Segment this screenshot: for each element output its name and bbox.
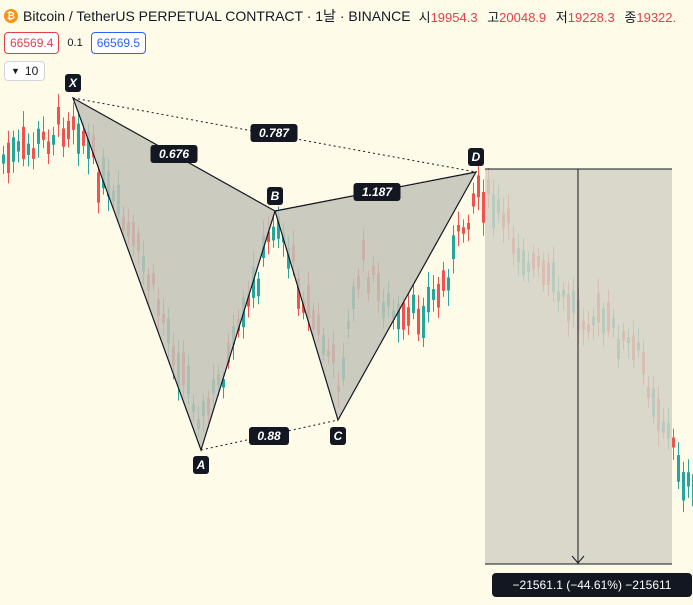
candle [427,286,430,313]
pattern-point-b: B [267,187,283,205]
close-value: 19322. [636,9,677,25]
candle [447,277,450,291]
low-label: 저 [555,9,568,25]
candle [422,305,425,339]
candle [297,278,300,309]
candle [437,283,440,308]
candle [252,267,255,298]
candle [7,142,10,174]
svg-text:0.88: 0.88 [257,429,281,443]
candle [22,126,25,160]
svg-text:D: D [472,150,481,164]
candle [267,231,270,243]
pattern-point-x: X [65,74,81,92]
candle [52,134,55,145]
candle [472,193,475,207]
svg-text:B: B [271,189,280,203]
svg-text:X: X [68,76,78,90]
candle [257,278,260,297]
candle [42,131,45,140]
candle [287,247,290,269]
measure-tool [485,168,672,565]
spread-value: 0.1 [67,37,83,49]
trade-prices: 66569.4 0.1 66569.5 [4,32,147,54]
candle [87,132,90,159]
bitcoin-icon: ₿ [4,9,18,23]
candle [477,175,480,198]
candle [397,303,400,330]
indicators-toggle-button[interactable]: ▼ 10 [4,61,46,81]
candle [17,141,20,152]
candle [412,294,415,314]
candle [672,437,675,448]
candle [462,227,465,234]
pattern-ratio-label: 0.88 [249,427,289,445]
candle [452,235,455,260]
high-value: 20048.9 [499,9,547,25]
xabcd-pattern: X A B C D 0.676 0.787 1.187 0.88 [65,74,484,474]
indicator-count: 10 [24,64,39,78]
measure-arrow-head [571,555,585,564]
candle [62,128,65,147]
symbol-header: ₿ Bitcoin / TetherUS PERPETUAL CONTRACT … [4,6,682,26]
ohlc-readout: 시19954.3 고20048.9 저19228.3 종19322. [419,7,683,26]
candle [47,141,50,154]
candle [57,106,60,125]
symbol-title[interactable]: Bitcoin / TetherUS PERPETUAL CONTRACT · … [23,8,411,24]
candle [432,289,435,300]
candle [12,137,15,162]
svg-text:A: A [196,458,206,472]
pattern-ratio-label: 0.676 [150,145,198,163]
pattern-point-a: A [193,456,209,474]
svg-text:0.787: 0.787 [259,126,290,140]
svg-text:1.187: 1.187 [362,185,393,199]
candle [417,308,420,335]
candle [482,191,485,223]
dotted-line-bd [274,171,477,212]
svg-text:C: C [334,429,343,443]
open-label: 시 [418,9,431,25]
pattern-ratio-label: 1.187 [353,183,401,201]
candle [272,226,275,241]
sell-price-button[interactable]: 66569.4 [4,32,60,54]
measure-label: −21561.1 (−44.61%) −215611 [492,573,692,597]
candle [37,128,40,144]
candle [687,472,690,487]
close-label: 종 [624,9,637,25]
low-value: 19228.3 [567,9,615,25]
candle [677,455,680,482]
pattern-ratio-label: 0.787 [250,124,298,142]
pattern-point-d: D [468,148,484,166]
candle [402,302,405,330]
candle [72,116,75,130]
candle [27,143,30,155]
candle [467,222,470,230]
pattern-point-c: C [330,427,346,445]
candle [277,215,280,239]
candle [82,130,85,146]
dotted-line-xd [72,97,477,173]
candle [407,307,410,326]
candle [77,123,80,154]
high-label: 고 [487,9,500,25]
candle [2,154,5,164]
candle [247,294,250,307]
candle [442,270,445,291]
candle [67,120,70,140]
pattern-triangle-bcd [274,171,478,422]
svg-text:0.676: 0.676 [159,147,189,161]
candle [32,148,35,159]
buy-price-button[interactable]: 66569.5 [90,32,147,54]
candle [682,472,685,501]
open-value: 19954.3 [430,9,478,25]
chevron-down-icon: ▼ [11,66,20,76]
candle [222,379,225,388]
candle [97,172,100,203]
candle [457,225,460,232]
